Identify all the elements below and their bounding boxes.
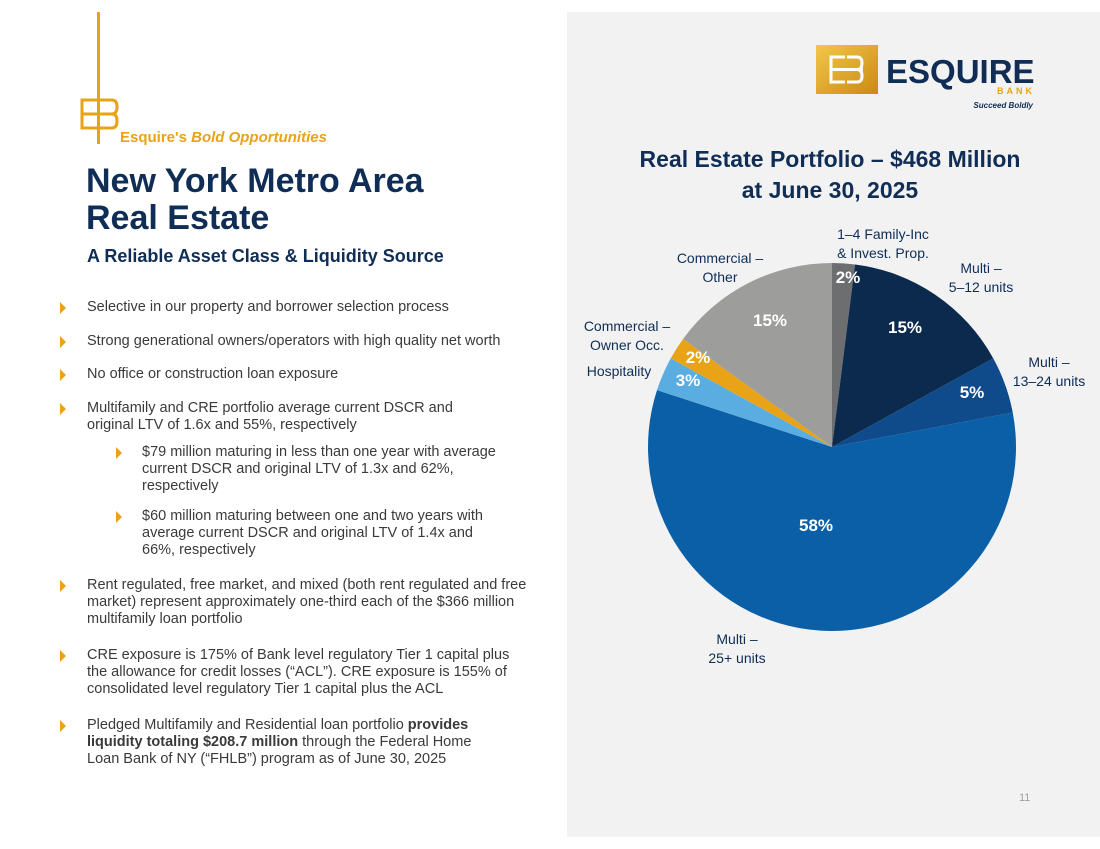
page-title: New York Metro Area Real Estate <box>86 162 424 237</box>
page-subtitle: A Reliable Asset Class & Liquidity Sourc… <box>87 246 444 266</box>
bullet-item: Strong generational owners/operators wit… <box>58 333 528 350</box>
slice-value-label: 5% <box>960 383 985 402</box>
pie-slice <box>832 263 856 447</box>
logo-sub: BANK <box>997 86 1035 96</box>
slice-value-label: 3% <box>676 371 701 390</box>
page-number: 11 <box>1019 792 1031 804</box>
slice-value-label: 2% <box>836 268 861 287</box>
logo-tagline: Succeed Boldly <box>973 101 1033 110</box>
bullet-arrow-icon <box>60 369 66 381</box>
slice-category-label: Multi –13–24 units <box>1013 354 1085 389</box>
bullet-arrow-icon <box>60 650 66 662</box>
bullet-arrow-icon <box>60 336 66 348</box>
bullet-arrow-icon <box>116 511 122 523</box>
section-kicker: Esquire's Bold Opportunities <box>120 129 327 146</box>
bullet-item: Selective in our property and borrower s… <box>58 299 528 316</box>
logo-name: ESQUIRE <box>886 53 1035 90</box>
slice-category-label: Hospitality <box>587 363 652 379</box>
pie-slice <box>832 264 994 447</box>
bullet-item: Rent regulated, free market, and mixed (… <box>58 577 528 628</box>
bullet-item: Pledged Multifamily and Residential loan… <box>58 717 503 768</box>
pie-slice <box>683 263 832 447</box>
bullet-item: Multifamily and CRE portfolio average cu… <box>58 400 498 434</box>
chart-title: Real Estate Portfolio – $468 Million at J… <box>639 146 1021 203</box>
bullet-arrow-icon <box>60 580 66 592</box>
brand-vertical-line <box>97 12 100 144</box>
slice-value-label: 15% <box>888 318 922 337</box>
sub-bullet-item: $60 million maturing between one and two… <box>114 508 506 559</box>
pie-slice <box>832 358 1013 447</box>
slice-value-label: 15% <box>753 311 787 330</box>
bullet-arrow-icon <box>60 403 66 415</box>
sub-bullet-item: $79 million maturing in less than one ye… <box>114 444 524 495</box>
bullet-arrow-icon <box>116 447 122 459</box>
bullet-arrow-icon <box>60 302 66 314</box>
pie-slice <box>657 358 832 447</box>
pie-chart: 2% 1–4 Family-Inc & Invest. Prop. 15% Multi … <box>584 226 1085 665</box>
slice-category-label: Multi –5–12 units <box>949 260 1014 295</box>
bullet-item: No office or construction loan exposure <box>58 366 528 383</box>
slice-value-label: 58% <box>799 516 833 535</box>
slice-category-label: Commercial – Other <box>677 250 764 285</box>
esquire-bank-logo: ESQUIRE BANK Succeed Boldly <box>816 45 1035 110</box>
bullet-arrow-icon <box>60 720 66 732</box>
bullet-item: CRE exposure is 175% of Bank level regul… <box>58 647 532 698</box>
pie-slice <box>670 338 832 447</box>
slice-value-label: 2% <box>686 348 711 367</box>
slice-category-label: 1–4 Family-Inc & Invest. Prop. <box>837 226 929 261</box>
slice-category-label: Commercial – Owner Occ. <box>584 318 671 353</box>
slice-category-label: Multi –25+ units <box>708 631 765 665</box>
pie-slice <box>648 390 1017 632</box>
eb-monogram-icon <box>80 98 119 130</box>
